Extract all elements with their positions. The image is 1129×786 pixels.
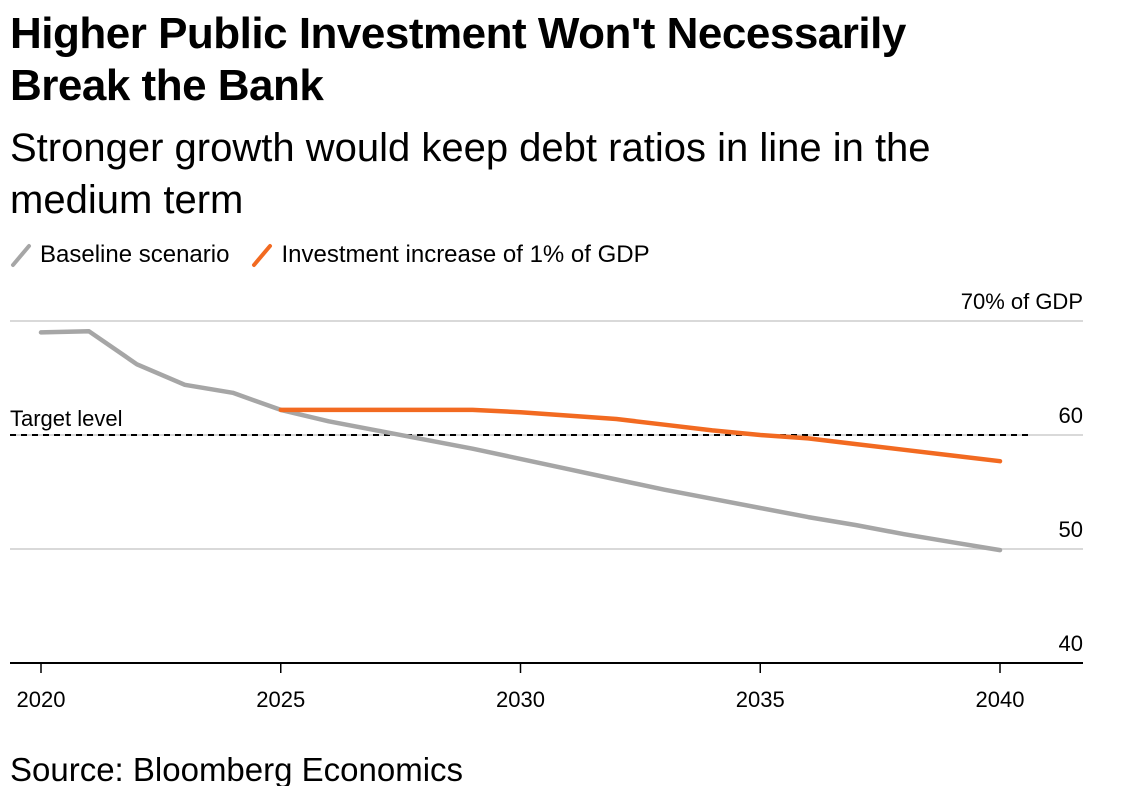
target-level-label: Target level [10,406,123,431]
subtitle-line-2: medium term [10,178,244,222]
title-line-1: Higher Public Investment Won't Necessari… [10,9,906,58]
y-tick-label-40: 40 [1059,631,1083,656]
y-tick-label-70: 70% of GDP [961,289,1083,314]
title-line-2: Break the Bank [10,61,324,110]
source-note: Source: Bloomberg Economics [10,751,464,786]
x-tick-label-2040: 2040 [976,687,1025,712]
chart-subtitle: Stronger growth would keep debt ratios i… [10,122,1110,226]
legend-item-baseline: Baseline scenario [10,238,229,272]
gridlines [10,320,1083,550]
investment-series-line [278,407,1003,464]
chart-title: Higher Public Investment Won't Necessari… [10,8,1110,112]
legend-item-investment: Investment increase of 1% of GDP [251,238,650,272]
baseline-swatch-icon [10,238,32,272]
series-lines [38,329,1003,553]
x-tick-label-2035: 2035 [736,687,785,712]
chart-legend: Baseline scenario Investment increase of… [10,238,672,272]
legend-label-investment: Investment increase of 1% of GDP [281,241,650,268]
target-level-annotation: Target level [10,406,1031,436]
axis-labels: 40 50 60 70% of GDP 2020 2025 2030 2035 2040 [17,289,1083,712]
baseline-series-line [38,329,1003,553]
x-tick-label-2025: 2025 [256,687,305,712]
line-chart: Target level 40 50 60 70% of GDP 2020 2025 203… [10,289,1083,712]
legend-label-baseline: Baseline scenario [40,241,230,268]
y-tick-label-60: 60 [1059,403,1083,428]
investment-swatch-icon [251,238,273,272]
subtitle-line-1: Stronger growth would keep debt ratios i… [10,126,931,170]
x-tick-label-2020: 2020 [17,687,66,712]
x-tick-label-2030: 2030 [496,687,545,712]
y-tick-label-50: 50 [1059,517,1083,542]
x-axis [10,662,1083,673]
